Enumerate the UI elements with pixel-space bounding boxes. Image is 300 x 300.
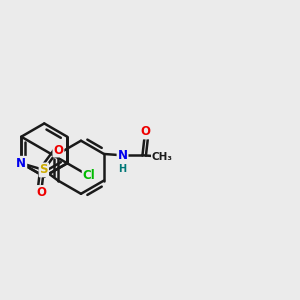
Text: O: O	[53, 143, 63, 157]
Text: O: O	[36, 186, 46, 199]
Text: S: S	[40, 164, 48, 176]
Text: Cl: Cl	[83, 169, 95, 182]
Text: O: O	[140, 125, 150, 139]
Text: CH₃: CH₃	[152, 152, 173, 162]
Text: N: N	[118, 149, 128, 162]
Text: N: N	[16, 157, 26, 170]
Text: H: H	[118, 164, 127, 174]
